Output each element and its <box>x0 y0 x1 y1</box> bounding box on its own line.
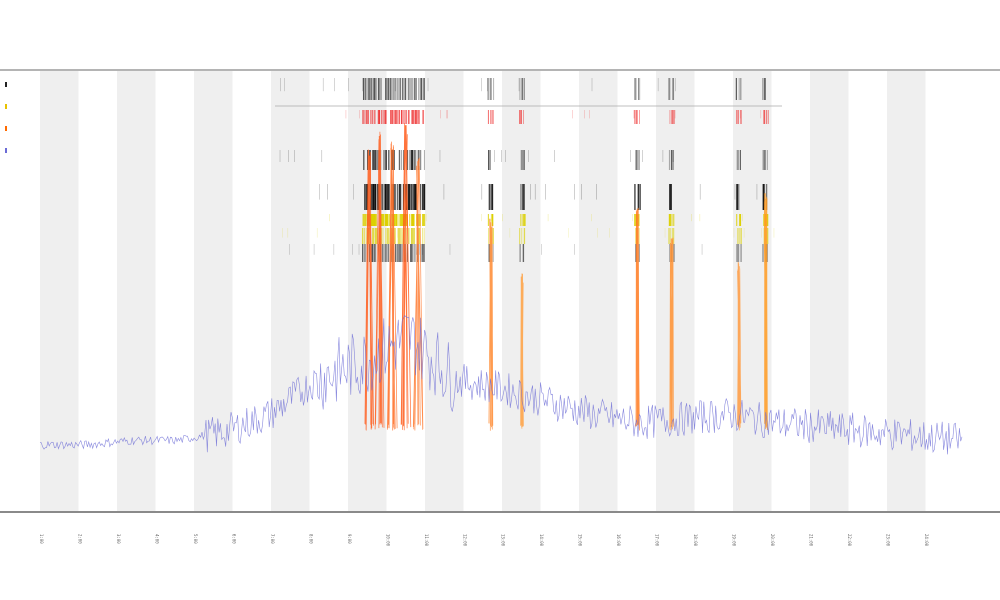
band-11 <box>887 71 926 511</box>
peak-10 <box>763 193 768 431</box>
tick-label-15: 16:00 <box>616 534 621 547</box>
tick-label-0: 1:00 <box>39 534 44 544</box>
band-10 <box>810 71 849 511</box>
tick-label-18: 19:00 <box>732 534 737 547</box>
x-tick-labels: 1:00 2:00 3:00 4:00 5:00 6:00 7:00 8:00 9:00 10:0… <box>39 534 929 547</box>
peak-7 <box>635 207 640 431</box>
tick-label-14: 15:00 <box>578 534 583 547</box>
tick-label-12: 13:00 <box>501 534 506 547</box>
tick-label-6: 7:00 <box>270 534 275 544</box>
tick-label-2: 3:00 <box>116 534 121 544</box>
band-7 <box>579 71 618 511</box>
tick-label-22: 23:00 <box>886 534 891 547</box>
band-2 <box>194 71 233 511</box>
tick-label-7: 8:00 <box>308 534 313 544</box>
tick-label-11: 12:00 <box>462 534 467 547</box>
tick-label-21: 22:00 <box>847 534 852 547</box>
peak-0 <box>364 149 374 431</box>
tick-label-3: 4:00 <box>154 534 159 544</box>
event-tracks <box>275 78 782 262</box>
tick-label-9: 10:00 <box>385 534 390 547</box>
tick-label-17: 18:00 <box>693 534 698 547</box>
legend-swatch-2 <box>5 126 7 131</box>
band-5 <box>425 71 464 511</box>
vertical-bands <box>40 71 926 511</box>
legend-swatch-0 <box>5 82 7 87</box>
tick-label-8: 9:00 <box>347 534 352 544</box>
tick-label-10: 11:00 <box>424 534 429 547</box>
tick-label-4: 5:00 <box>193 534 198 544</box>
tick-label-13: 14:00 <box>539 534 544 547</box>
band-1 <box>117 71 156 511</box>
peak-1 <box>374 131 385 430</box>
main-series <box>39 315 963 455</box>
tick-label-5: 6:00 <box>231 534 236 544</box>
peak-9 <box>737 262 742 431</box>
peak-8 <box>669 237 674 431</box>
peak-4 <box>412 157 424 431</box>
peak-6 <box>520 273 524 429</box>
legend <box>5 82 7 153</box>
peak-5 <box>488 218 494 431</box>
tick-label-19: 20:00 <box>770 534 775 547</box>
tick-label-16: 17:00 <box>655 534 660 547</box>
band-3 <box>271 71 310 511</box>
band-0 <box>40 71 79 511</box>
series-line-0 <box>39 315 963 455</box>
tick-label-20: 21:00 <box>809 534 814 547</box>
peak-series <box>364 123 768 431</box>
peak-3 <box>400 123 412 431</box>
legend-swatch-3 <box>5 148 7 153</box>
peak-2 <box>387 141 398 431</box>
legend-swatch-1 <box>5 104 7 109</box>
band-8 <box>656 71 695 511</box>
tick-label-1: 2:00 <box>77 534 82 544</box>
tick-label-23: 24:00 <box>924 534 929 547</box>
